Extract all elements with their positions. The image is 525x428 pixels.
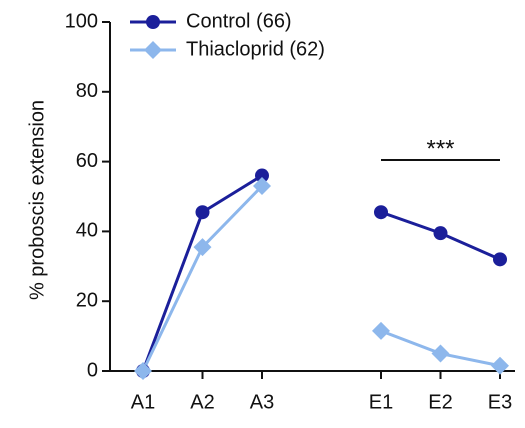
point <box>431 344 450 363</box>
x-tick-label: E2 <box>428 391 452 413</box>
y-tick-label: 80 <box>76 80 98 102</box>
legend-marker <box>146 15 160 29</box>
y-tick-label: 20 <box>76 289 98 311</box>
point <box>491 356 509 375</box>
y-tick-label: 100 <box>65 10 98 32</box>
point <box>374 205 388 220</box>
series-line <box>141 174 501 372</box>
point <box>134 362 152 380</box>
point <box>253 177 271 196</box>
x-tick-label: A2 <box>190 391 214 413</box>
point <box>493 252 507 267</box>
y-tick-label: 60 <box>76 150 98 172</box>
x-tick-label: A1 <box>131 391 155 413</box>
x-tick-label: E3 <box>488 391 512 413</box>
legend-label: Control (66) <box>186 10 292 32</box>
point <box>372 321 390 340</box>
legend-marker <box>144 41 162 59</box>
y-tick-label: 40 <box>76 220 98 242</box>
y-tick-label: 0 <box>87 359 98 381</box>
legend-label: Thiacloprid (62) <box>186 38 325 60</box>
y-axis-label: % proboscis extension <box>26 100 48 300</box>
x-tick-label: A3 <box>250 391 274 413</box>
x-tick-label: E1 <box>369 391 393 413</box>
point <box>255 168 269 183</box>
point <box>433 226 448 241</box>
point <box>195 205 210 220</box>
annotation: *** <box>426 135 454 162</box>
point <box>193 238 212 257</box>
